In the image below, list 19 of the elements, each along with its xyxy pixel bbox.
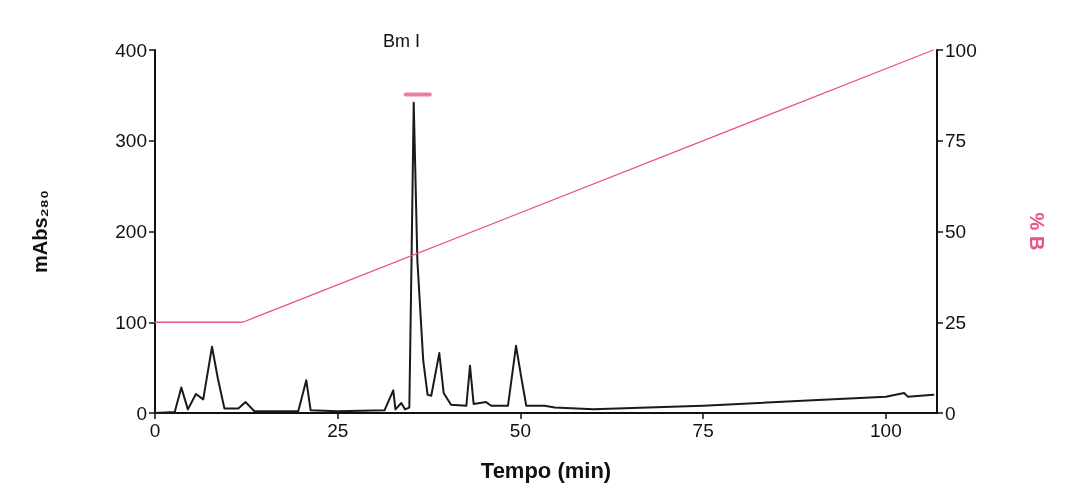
x-tick-label: 25 bbox=[327, 420, 349, 441]
x-tick-label: 50 bbox=[509, 420, 531, 441]
y2-tick-label: 75 bbox=[945, 130, 967, 152]
y2-tick-label: 0 bbox=[945, 402, 956, 424]
y-tick-label: 200 bbox=[115, 221, 147, 242]
x-tick-label: 100 bbox=[869, 420, 902, 441]
y2-axis-title: % B bbox=[1026, 212, 1048, 251]
y-tick-label: 400 bbox=[115, 39, 147, 61]
y-tick-label: 300 bbox=[115, 130, 147, 152]
y-tick-label: 100 bbox=[115, 311, 147, 333]
y-tick-label: 0 bbox=[136, 402, 147, 424]
y-axis-title: mAbs₂₈₀ bbox=[29, 190, 51, 273]
x-tick-label: 0 bbox=[149, 420, 161, 441]
x-tick-label: 75 bbox=[692, 420, 714, 441]
y2-tick-label: 25 bbox=[945, 311, 967, 333]
y2-tick-label: 100 bbox=[945, 39, 977, 61]
x-axis-title: Tempo (min) bbox=[480, 457, 612, 483]
y2-tick-label: 50 bbox=[945, 221, 967, 242]
annotation: Bm I bbox=[383, 31, 421, 51]
